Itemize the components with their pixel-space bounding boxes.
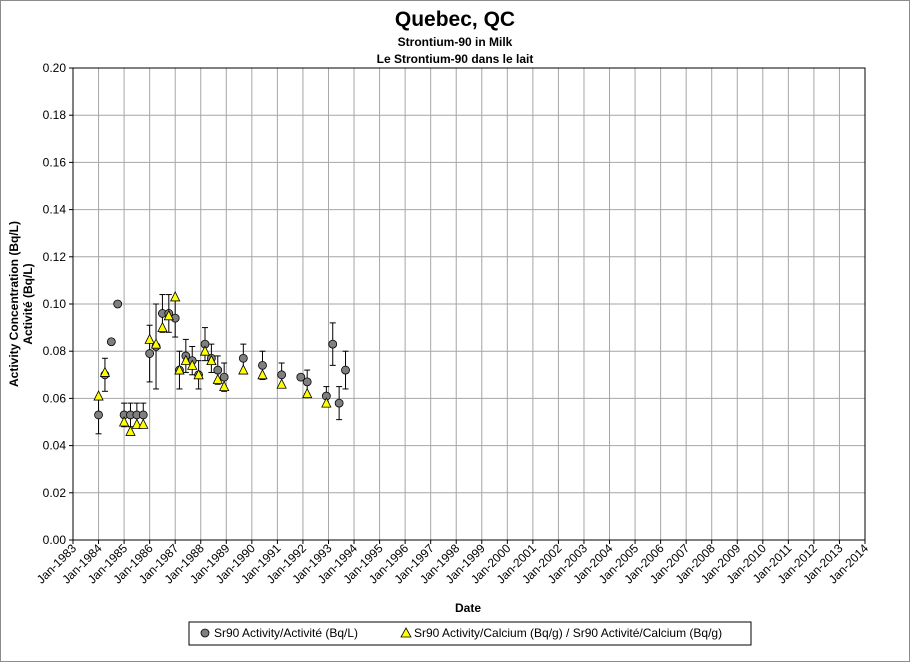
y-tick-label: 0.04: [43, 439, 67, 453]
calcium-point: [193, 368, 204, 380]
calcium-point: [144, 333, 155, 344]
y-tick-label: 0.16: [43, 155, 67, 169]
y-tick-label: 0.02: [43, 486, 67, 500]
y-tick-label: 0.18: [43, 108, 67, 122]
calcium-point: [163, 309, 174, 321]
activity-point: [328, 339, 338, 349]
activity-point: [138, 410, 148, 420]
legend: Sr90 Activity/Activité (Bq/L) Sr90 Activ…: [188, 621, 752, 646]
activity-point: [238, 353, 248, 363]
x-axis-title: Date: [455, 601, 481, 615]
gridlines: [72, 67, 866, 541]
activity-point: [341, 365, 350, 375]
legend-entry-calcium: Sr90 Activity/Calcium (Bq/g) / Sr90 Acti…: [414, 626, 722, 640]
calcium-point: [238, 364, 249, 375]
calcium-point: [257, 368, 268, 380]
y-axis-title-en: Activity Concentration (Bq/L): [7, 221, 21, 387]
x-axis-ticks: Jan-1983Jan-1984Jan-1985Jan-1986Jan-1987…: [34, 540, 871, 587]
series-marks: [93, 291, 350, 436]
chart-subtitle-en: Strontium-90 in Milk: [398, 35, 513, 49]
activity-point: [302, 377, 312, 387]
y-tick-label: 0.06: [43, 391, 67, 405]
activity-point: [296, 372, 306, 382]
legend-circle-icon: [200, 628, 210, 638]
activity-point: [334, 398, 344, 408]
activity-point: [113, 299, 123, 309]
calcium-point: [199, 345, 211, 356]
calcium-point: [276, 378, 287, 389]
activity-point: [219, 372, 229, 382]
calcium-point: [321, 397, 332, 408]
legend-triangle-icon: [400, 627, 412, 638]
chart-subtitle-fr: Le Strontium-90 dans le lait: [377, 52, 534, 66]
calcium-point: [138, 418, 149, 429]
calcium-point: [302, 387, 313, 399]
y-tick-label: 0.14: [43, 203, 67, 217]
calcium-point: [99, 366, 111, 377]
y-tick-label: 0.08: [43, 344, 67, 358]
legend-entry-activity: Sr90 Activity/Activité (Bq/L): [214, 626, 358, 640]
y-tick-label: 0.20: [43, 61, 67, 75]
y-tick-label: 0.00: [43, 533, 67, 547]
calcium-point: [150, 338, 162, 349]
calcium-point: [212, 373, 223, 384]
legend-box: [188, 621, 752, 646]
activity-point: [277, 370, 287, 380]
activity-point: [258, 360, 267, 370]
y-axis-ticks: 0.00 0.02 0.04 0.06 0.08 0.10 0.12 0.14 0.16 0.18…: [43, 61, 73, 547]
chart-title: Quebec, QC: [395, 8, 515, 31]
activity-point: [145, 349, 155, 358]
calcium-point: [118, 416, 130, 427]
calcium-point: [125, 425, 136, 436]
calcium-point: [131, 418, 143, 429]
y-axis-title-fr: Activité (Bq/L): [21, 263, 35, 344]
calcium-point: [157, 321, 168, 333]
calcium-point: [174, 364, 185, 375]
activity-point: [213, 365, 223, 375]
calcium-point: [219, 380, 230, 392]
y-tick-label: 0.12: [43, 250, 67, 264]
activity-point: [94, 410, 103, 420]
calcium-point: [187, 359, 198, 370]
calcium-point: [206, 354, 217, 366]
calcium-point: [170, 291, 181, 302]
y-tick-label: 0.10: [43, 297, 67, 311]
calcium-point: [180, 354, 191, 366]
calcium-point: [93, 390, 104, 401]
activity-point: [106, 337, 116, 347]
